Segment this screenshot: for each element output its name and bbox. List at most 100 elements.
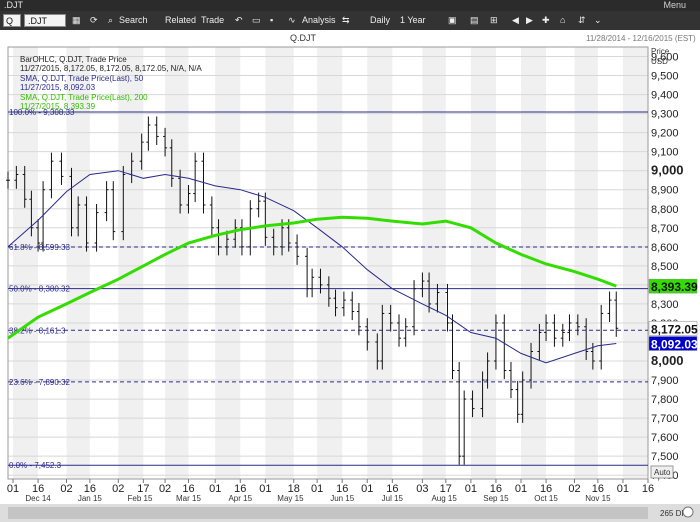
month-band — [422, 47, 446, 479]
x-month-label: May 15 — [277, 494, 304, 503]
x-tick-label: 01 — [259, 483, 271, 495]
x-month-label: Jan 15 — [78, 494, 103, 503]
y-tick-label: 8,000 — [651, 353, 684, 368]
legend-sma50-line1: SMA, Q.DJT, Trade Price(Last), 50 — [20, 74, 144, 83]
last-price-box — [648, 336, 698, 351]
last-price-labels: 8,393.39 8,172.058,092.03 — [648, 278, 698, 351]
month-band — [165, 47, 189, 479]
x-month-label: Jul 15 — [382, 494, 404, 503]
legend-sma200-line2: 11/27/2015, 8,393.39 — [20, 102, 96, 111]
month-band — [265, 47, 294, 479]
ohlc-bars — [6, 116, 619, 465]
menu-button[interactable]: Menu — [663, 0, 686, 10]
more-icon[interactable]: ⌄ — [594, 15, 602, 25]
x-tick-label: 01 — [515, 483, 527, 495]
search-icon[interactable]: ⌕ — [108, 15, 114, 25]
layout-icon[interactable]: ▤ — [470, 15, 479, 25]
y-tick-label: 9,100 — [651, 147, 679, 159]
x-month-label: Sep 15 — [483, 494, 509, 503]
x-tick-label: 16 — [642, 483, 654, 495]
compare-icon[interactable]: ⇆ — [342, 15, 350, 25]
month-band — [13, 47, 39, 479]
nav-left-icon[interactable]: ◀ — [512, 15, 519, 25]
x-tick-label: 16 — [336, 483, 348, 495]
nav-right-icon[interactable]: ▶ — [526, 15, 533, 25]
month-band — [118, 47, 144, 479]
chart-area: 0.0% - 7,452.3 23.6% - 7,890.32 38.2% - 8,… — [0, 30, 700, 522]
chart-icon[interactable]: ▦ — [72, 15, 81, 25]
trade-menu[interactable]: Trade — [201, 15, 225, 25]
fib-label: 38.2% - 8,161.3 — [9, 326, 66, 335]
price-chart[interactable]: 0.0% - 7,452.3 23.6% - 7,890.32 38.2% - 8,… — [0, 30, 700, 522]
interval-select[interactable]: Daily — [370, 15, 391, 25]
x-tick-label: 01 — [361, 483, 373, 495]
x-tick-label: 16 — [386, 483, 398, 495]
y-tick-label: 8,300 — [651, 299, 679, 311]
x-month-label: Apr 15 — [228, 494, 252, 503]
x-tick-label: 16 — [490, 483, 502, 495]
y-tick-label: 8,500 — [651, 261, 679, 273]
search-button[interactable]: Search — [119, 15, 148, 25]
y-tick-label: 9,200 — [651, 128, 679, 140]
x-tick-label: 01 — [7, 483, 19, 495]
x-month-label: Jun 15 — [330, 494, 355, 503]
legend-sma200-line1: SMA, Q.DJT, Trade Price(Last), 200 — [20, 93, 148, 102]
expand-icon[interactable]: ✚ — [542, 15, 550, 25]
plot-frame — [7, 46, 649, 480]
last-price-label: 8,172.05 — [651, 322, 698, 336]
y-tick-label: 9,300 — [651, 109, 679, 121]
last-price-box — [648, 278, 698, 294]
style-icon[interactable]: ▣ — [448, 15, 457, 25]
month-band — [215, 47, 241, 479]
scroll-thumb[interactable] — [8, 507, 648, 519]
x-tick-label: 16 — [84, 483, 96, 495]
y-tick-label: 9,600 — [651, 52, 679, 64]
month-band — [470, 47, 496, 479]
x-month-label: Feb 15 — [128, 494, 153, 503]
y-tick-label: 9,500 — [651, 71, 679, 83]
symbol-input[interactable]: .DJT — [24, 14, 66, 27]
x-tick-label: 16 — [540, 483, 552, 495]
x-tick-label: 03 — [416, 483, 428, 495]
auto-scale-button[interactable] — [650, 465, 674, 479]
fib-label: 100.0% - 9,308.33 — [9, 108, 75, 117]
month-band — [574, 47, 598, 479]
analysis-icon[interactable]: ∿ — [288, 15, 296, 25]
fib-label: 23.6% - 7,890.32 — [9, 378, 70, 387]
analysis-menu[interactable]: Analysis — [302, 15, 336, 25]
x-tick-label: 02 — [112, 483, 124, 495]
settings-icon[interactable] — [682, 506, 694, 518]
undo-icon[interactable]: ↶ — [235, 15, 243, 25]
month-band — [66, 47, 90, 479]
x-tick-label: 02 — [159, 483, 171, 495]
window-titlebar: .DJT Menu — [0, 0, 700, 11]
range-select[interactable]: 1 Year — [400, 15, 426, 25]
x-tick-label: 16 — [182, 483, 194, 495]
x-month-label: Nov 15 — [585, 494, 611, 503]
x-month-label: Aug 15 — [431, 494, 457, 503]
x-tick-label: 01 — [311, 483, 323, 495]
sma50-line — [7, 170, 617, 364]
x-tick-label: 17 — [137, 483, 149, 495]
y-tick-label: 8,900 — [651, 185, 679, 197]
y-tick-label: 8,700 — [651, 223, 679, 235]
y-tick-label: 8,600 — [651, 242, 679, 254]
legend: BarOHLC, Q.DJT, Trade Price 11/27/2015, … — [20, 55, 202, 111]
legend-bar-line2: 11/27/2015, 8,172.05, 8,172.05, 8,172.05… — [20, 64, 202, 73]
reset-icon[interactable]: ⌂ — [560, 15, 566, 25]
zoom-icon[interactable]: ⊞ — [490, 15, 498, 25]
toolbar: Q .DJT ▦ ⟳ ⌕ Search Related Trade ↶ ▭ ▪ … — [0, 11, 700, 30]
x-tick-label: 16 — [234, 483, 246, 495]
flip-icon[interactable]: ⇵ — [578, 15, 586, 25]
symbol-type-select[interactable]: Q — [3, 14, 21, 27]
auto-scale-label: Auto — [654, 468, 671, 477]
y-tick-label: 7,500 — [651, 451, 679, 463]
folder-icon[interactable]: ▭ — [252, 15, 261, 25]
chart-symbol: Q.DJT — [290, 33, 317, 43]
x-tick-label: 16 — [592, 483, 604, 495]
price-axis-unit: USD — [651, 57, 668, 66]
related-menu[interactable]: Related — [165, 15, 197, 25]
save-icon[interactable]: ▪ — [270, 15, 274, 25]
y-tick-label: 9,400 — [651, 90, 679, 102]
history-icon[interactable]: ⟳ — [90, 15, 98, 25]
